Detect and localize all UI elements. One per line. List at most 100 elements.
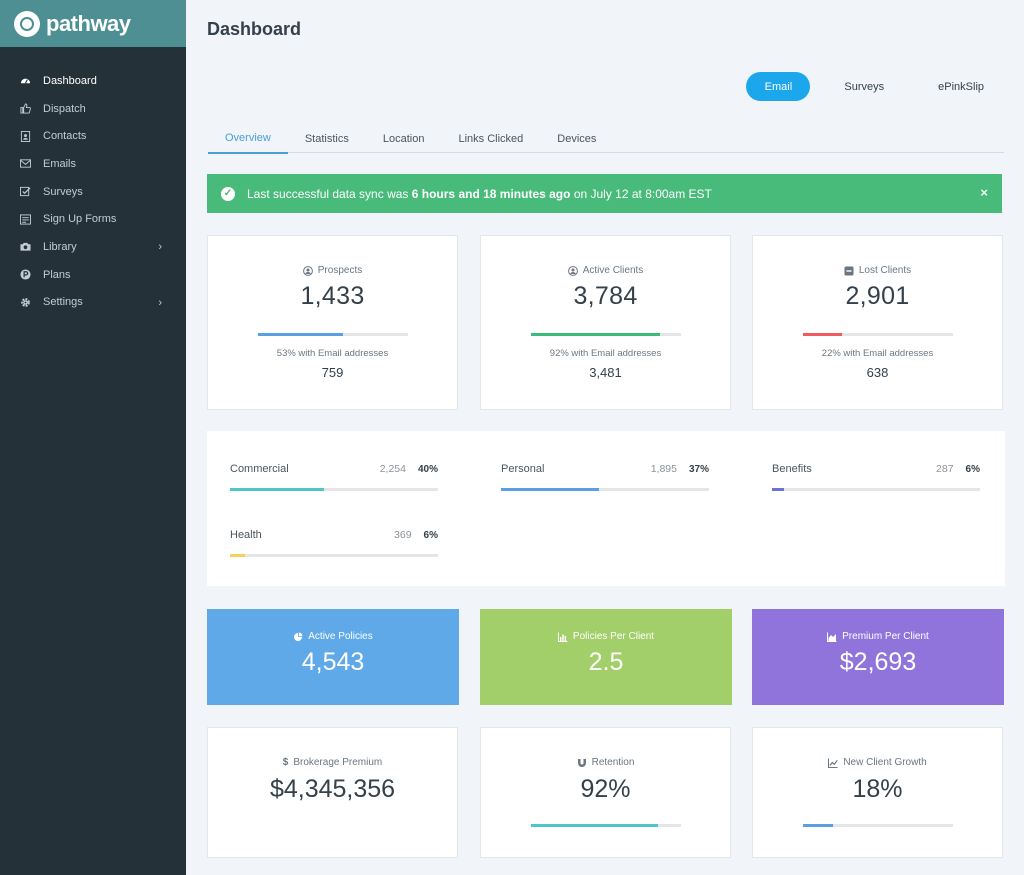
tab-statistics[interactable]: Statistics <box>304 132 349 145</box>
active-policies-card: Active Policies 4,543 <box>207 609 459 705</box>
alert-message: Last successful data sync was 6 hours an… <box>247 186 712 201</box>
progress-fill <box>802 333 842 336</box>
pie-chart-icon <box>294 632 303 641</box>
segment-percent: 40% <box>417 464 438 475</box>
sidebar-item-label: Contacts <box>43 130 87 143</box>
sidebar-item-label: Library <box>43 240 77 253</box>
dashboard-tabs: Overview Statistics Location Links Click… <box>208 124 1004 154</box>
segment-count: 2,254 <box>379 463 406 475</box>
tab-location[interactable]: Location <box>382 132 425 145</box>
camera-icon <box>20 241 31 252</box>
progress-fill <box>257 333 343 336</box>
chevron-right-icon: › <box>158 296 162 309</box>
segment-name: Personal <box>501 463 545 475</box>
stat-value: 1,433 <box>300 282 365 310</box>
segment-count: 369 <box>394 529 412 541</box>
segment-percent: 37% <box>688 464 709 475</box>
segments-card: Commercial 2,254 40% Personal 1,895 37% Bene… <box>207 431 1005 586</box>
stat-subtitle: 53% with Email addresses <box>276 348 389 359</box>
card-label: Retention <box>591 757 635 768</box>
envelope-icon <box>20 158 31 169</box>
segment-personal: Personal 1,895 37% <box>501 463 709 491</box>
thumbs-up-icon <box>20 103 31 114</box>
channel-toggle: Email Surveys ePinkSlip <box>746 72 1004 101</box>
card-label: Brokerage Premium <box>293 757 383 768</box>
page-title: Dashboard <box>207 19 302 39</box>
card-value: 18% <box>852 775 903 803</box>
stat-subtitle: 22% with Email addresses <box>821 348 934 359</box>
checkbox-icon <box>20 186 31 197</box>
area-chart-icon <box>827 632 837 642</box>
form-icon <box>20 214 31 225</box>
policies-per-client-card: Policies Per Client 2.5 <box>480 609 732 705</box>
sidebar-item-label: Dispatch <box>43 102 86 115</box>
magnet-icon <box>577 758 586 767</box>
sidebar-item-sign-up-forms[interactable]: Sign Up Forms <box>0 205 186 233</box>
surveys-toggle-button[interactable]: Surveys <box>844 80 885 93</box>
premium-per-client-card: Premium Per Client $2,693 <box>752 609 1004 705</box>
sidebar-item-dashboard[interactable]: Dashboard <box>0 67 186 95</box>
sidebar-item-surveys[interactable]: Surveys <box>0 178 186 206</box>
progress-bar <box>230 554 438 557</box>
card-value: 92% <box>580 775 631 803</box>
segment-name: Benefits <box>772 463 812 475</box>
sidebar-item-emails[interactable]: Emails <box>0 150 186 178</box>
segment-name: Health <box>230 529 262 541</box>
progress-bar <box>530 333 681 336</box>
dashboard-icon <box>20 75 31 86</box>
progress-fill <box>230 488 324 491</box>
progress-bar <box>501 488 709 491</box>
sidebar-item-settings[interactable]: Settings › <box>0 289 186 317</box>
line-chart-icon <box>828 758 839 768</box>
segment-count: 287 <box>936 463 954 475</box>
pathway-logo-icon <box>14 10 40 37</box>
brokerage-premium-card: $ Brokerage Premium $4,345,356 <box>207 727 458 858</box>
brand-name: pathway <box>46 10 131 36</box>
sidebar-item-library[interactable]: Library › <box>0 233 186 261</box>
sidebar-item-label: Surveys <box>43 185 83 198</box>
tab-links-clicked[interactable]: Links Clicked <box>458 132 524 145</box>
segment-commercial: Commercial 2,254 40% <box>230 463 438 491</box>
check-circle-icon: ✓ <box>221 186 235 201</box>
progress-bar <box>802 824 953 827</box>
sidebar-item-label: Plans <box>43 268 71 281</box>
plans-icon <box>20 269 31 280</box>
card-label: New Client Growth <box>843 757 927 768</box>
epinkslip-toggle-button[interactable]: ePinkSlip <box>938 80 984 93</box>
progress-bar <box>230 488 438 491</box>
stat-label: Active Clients <box>582 265 644 276</box>
sidebar-item-dispatch[interactable]: Dispatch <box>0 95 186 123</box>
gear-icon <box>20 297 31 308</box>
card-value: 4,543 <box>301 648 365 676</box>
segment-health: Health 369 6% <box>230 529 438 557</box>
progress-fill <box>501 488 599 491</box>
sidebar-item-plans[interactable]: Plans <box>0 261 186 289</box>
sidebar: pathway Dashboard Dispatch Contacts Emai… <box>0 0 186 875</box>
progress-fill <box>802 824 833 827</box>
email-toggle-button[interactable]: Email <box>746 72 811 101</box>
user-circle-icon <box>567 265 578 276</box>
card-label: Premium Per Client <box>842 631 929 642</box>
sidebar-item-label: Dashboard <box>43 74 97 87</box>
progress-fill <box>772 488 785 491</box>
segment-percent: 6% <box>965 464 980 475</box>
dollar-icon: $ <box>282 757 289 768</box>
sidebar-nav: Dashboard Dispatch Contacts Emails Surve… <box>0 47 186 316</box>
stat-subvalue: 759 <box>321 365 344 380</box>
sidebar-item-contacts[interactable]: Contacts <box>0 122 186 150</box>
minus-square-icon <box>844 266 854 275</box>
progress-fill <box>230 554 245 557</box>
alert-highlight: 6 hours and 18 minutes ago <box>411 186 571 201</box>
brand-header[interactable]: pathway <box>0 0 186 47</box>
user-circle-icon <box>302 265 313 276</box>
stat-value: 3,784 <box>573 282 638 310</box>
stat-subtitle: 92% with Email addresses <box>549 348 662 359</box>
contact-card-icon <box>20 130 31 142</box>
tab-devices[interactable]: Devices <box>557 132 597 145</box>
tab-overview[interactable]: Overview <box>208 124 288 154</box>
progress-bar <box>257 333 408 336</box>
lost-clients-card: Lost Clients 2,901 22% with Email addres… <box>752 235 1003 410</box>
sidebar-item-label: Settings <box>43 296 83 309</box>
close-icon[interactable]: × <box>980 185 988 200</box>
card-label: Policies Per Client <box>572 631 655 642</box>
